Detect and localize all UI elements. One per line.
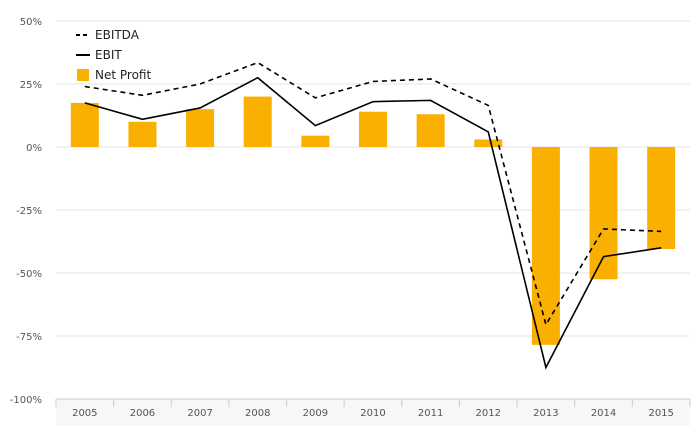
bar-net-profit-2014 <box>589 147 618 280</box>
line-ebit <box>84 76 662 370</box>
y-tick-label: 25% <box>20 80 42 91</box>
bar-net-profit-2009 <box>301 135 330 147</box>
bar-net-profit-2008 <box>243 96 272 147</box>
y-tick-label: -100% <box>10 395 42 406</box>
x-tick-label: 2005 <box>72 408 97 419</box>
legend-item-ebit: EBIT <box>76 48 122 62</box>
x-tick-label: 2015 <box>648 408 673 419</box>
x-tick-label: 2012 <box>476 408 501 419</box>
bar-net-profit-2013 <box>531 147 560 345</box>
legend-label: EBIT <box>95 48 122 62</box>
legend-label: EBITDA <box>95 28 140 42</box>
line-series <box>84 61 662 370</box>
y-axis-ticks: 50% 25% 0% -25% -50% -75% -100% <box>10 17 42 406</box>
x-tick-label: 2008 <box>245 408 270 419</box>
x-tick-label: 2006 <box>130 408 155 419</box>
bar-series-net-profit <box>70 96 676 345</box>
bar-net-profit-2007 <box>186 109 215 147</box>
x-axis: 2005 2006 2007 2008 2009 2010 2011 2012 2013 2014… <box>55 398 691 426</box>
legend: EBITDA EBIT Net Profit <box>76 28 151 82</box>
bar-net-profit-2005 <box>70 102 99 147</box>
x-tick-label: 2011 <box>418 408 443 419</box>
bar-net-profit-2015 <box>647 147 676 250</box>
x-tick-label: 2007 <box>187 408 212 419</box>
bar-net-profit-2010 <box>359 111 387 147</box>
x-axis-band <box>56 399 690 426</box>
legend-swatch <box>77 69 89 81</box>
y-tick-label: 50% <box>20 17 42 28</box>
legend-item-net-profit: Net Profit <box>77 68 151 82</box>
legend-label: Net Profit <box>95 68 151 82</box>
bar-net-profit-2012 <box>474 139 503 147</box>
line-ebitda <box>84 61 662 327</box>
y-tick-label: -50% <box>16 269 42 280</box>
x-tick-label: 2009 <box>303 408 328 419</box>
y-tick-label: -25% <box>16 206 42 217</box>
x-tick-label: 2010 <box>360 408 385 419</box>
y-tick-label: -75% <box>16 332 42 343</box>
bar-net-profit-2011 <box>416 114 445 147</box>
bar-net-profit-2006 <box>128 121 157 147</box>
legend-item-ebitda: EBITDA <box>76 28 140 42</box>
x-tick-label: 2014 <box>591 408 616 419</box>
y-tick-label: 0% <box>26 143 42 154</box>
x-tick-label: 2013 <box>533 408 558 419</box>
